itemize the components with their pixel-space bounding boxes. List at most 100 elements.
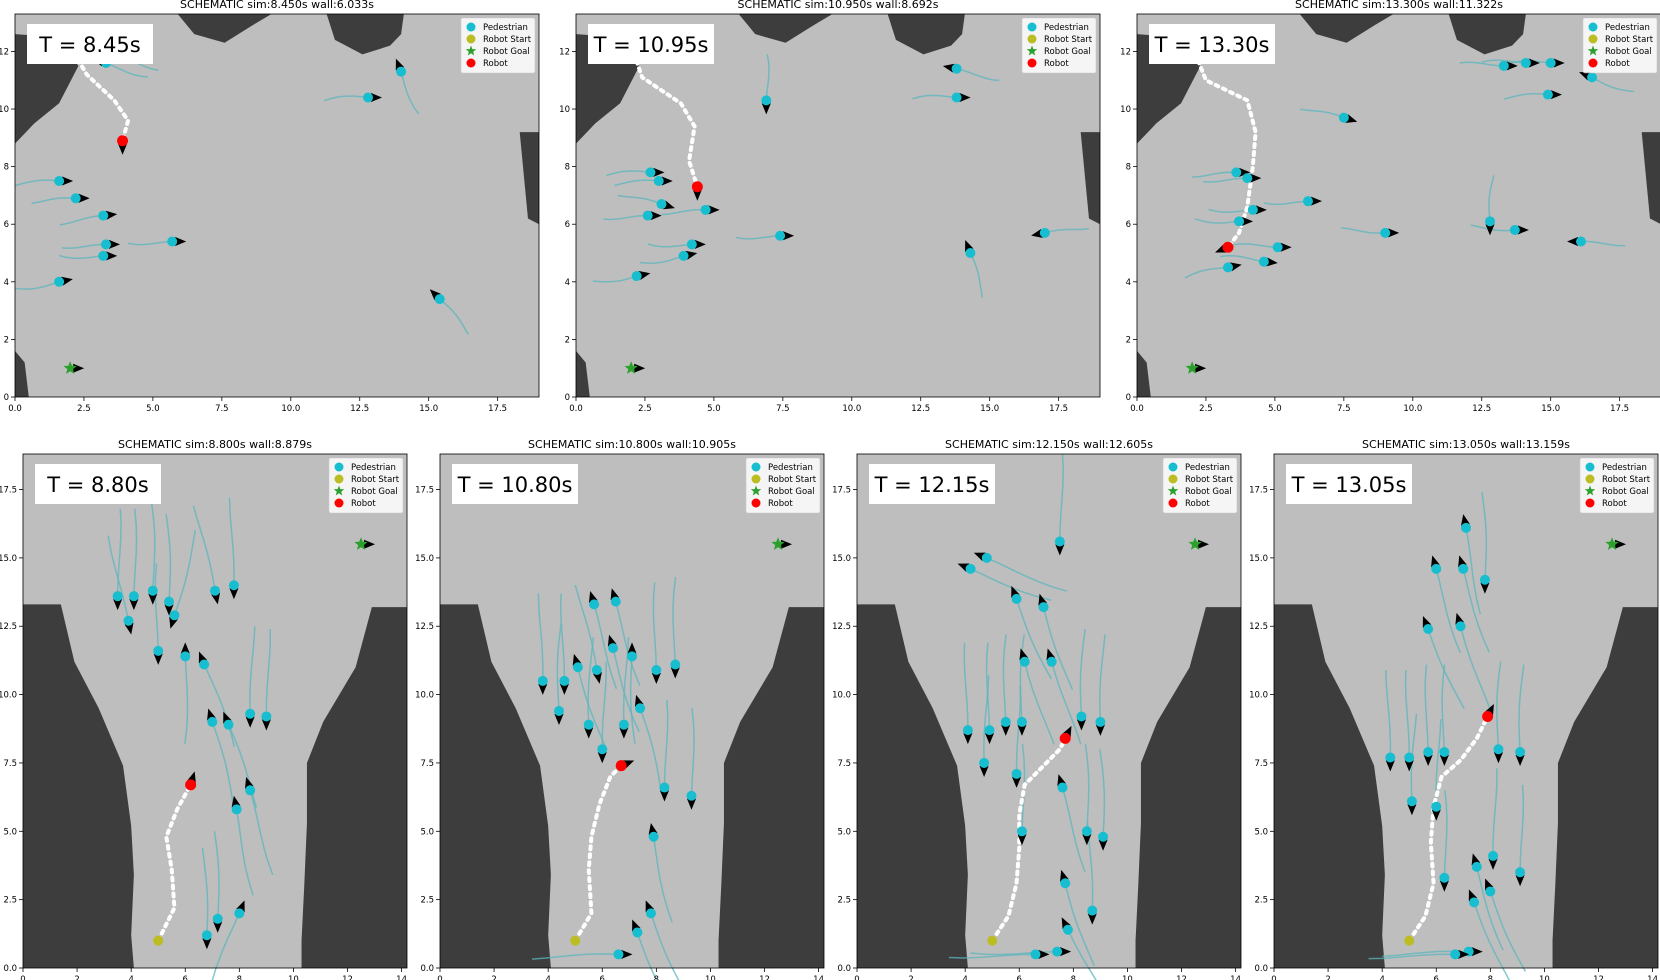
- obstacle-region: [1135, 607, 1241, 968]
- pedestrian-marker: [245, 708, 256, 719]
- y-tick-label: 6: [1126, 220, 1131, 230]
- pedestrian-marker: [1469, 897, 1480, 908]
- pedestrian-marker: [651, 664, 662, 675]
- legend-label: Pedestrian: [1185, 463, 1230, 473]
- legend-marker: [1027, 22, 1037, 32]
- legend-label: Robot: [483, 59, 508, 69]
- pedestrian-marker: [128, 591, 139, 602]
- pedestrian-trail: [1219, 254, 1265, 263]
- pedestrian-marker: [1052, 946, 1063, 957]
- robot-start-marker: [1404, 935, 1415, 946]
- robot-marker: [615, 760, 627, 772]
- pedestrian-heading-arrow: [231, 795, 241, 808]
- pedestrian-trail: [58, 254, 104, 260]
- pedestrian-marker: [645, 908, 656, 919]
- pedestrian-trail: [173, 530, 197, 616]
- pedestrian-trail: [1581, 240, 1626, 247]
- y-tick-label: 0.0: [3, 964, 17, 974]
- robot-goal-marker: [1185, 361, 1199, 374]
- legend-label: Robot: [1602, 499, 1627, 509]
- pedestrian-marker: [1498, 60, 1509, 71]
- legend-label: Robot Goal: [1602, 487, 1649, 497]
- y-tick-label: 7.5: [837, 759, 851, 769]
- pedestrian-heading-arrow: [1550, 90, 1562, 100]
- y-tick-label: 15.0: [0, 554, 17, 564]
- pedestrian-marker: [1011, 593, 1022, 604]
- pedestrian-trail: [603, 214, 648, 221]
- pedestrian-heading-arrow: [1060, 947, 1072, 957]
- pedestrian-trail: [228, 497, 235, 586]
- pedestrian-marker: [589, 599, 600, 610]
- pedestrian-marker: [1479, 574, 1490, 585]
- y-tick-label: 8: [4, 163, 9, 173]
- pedestrian-trail: [107, 535, 130, 621]
- pedestrian-trail: [1059, 453, 1064, 542]
- x-tick-label: 2: [1325, 975, 1330, 980]
- pedestrian-heading-arrow: [1087, 913, 1097, 925]
- x-tick-label: 8: [237, 975, 242, 980]
- pedestrian-marker: [1247, 204, 1258, 215]
- time-label: T = 12.15s: [874, 473, 990, 497]
- y-tick-label: 0.0: [837, 964, 851, 974]
- pedestrian-trail: [587, 637, 595, 725]
- pedestrian-trail: [969, 252, 984, 298]
- pedestrian-marker: [1439, 872, 1450, 883]
- chart-title: SCHEMATIC sim:8.800s wall:8.879s: [118, 438, 312, 451]
- x-tick-label: 17.5: [488, 404, 507, 414]
- pedestrian-heading-arrow: [129, 599, 139, 611]
- pedestrian-trail: [1424, 664, 1429, 753]
- legend-box: [328, 457, 404, 514]
- pedestrian-heading-arrow: [1471, 947, 1483, 957]
- pedestrian-trail: [639, 255, 684, 264]
- pedestrian-heading-arrow: [211, 592, 221, 605]
- pedestrian-heading-arrow: [685, 250, 698, 260]
- legend-label: Robot: [1605, 59, 1630, 69]
- pedestrian-trail: [1263, 200, 1309, 206]
- x-tick-label: 15.0: [980, 404, 999, 414]
- legend-marker: [1168, 474, 1178, 484]
- pedestrian-marker: [1019, 656, 1030, 667]
- pedestrian-marker: [632, 927, 643, 938]
- pedestrian-heading-arrow: [261, 719, 271, 731]
- pedestrian-trail: [201, 847, 209, 936]
- chart-title: SCHEMATIC sim:13.050s wall:13.159s: [1362, 438, 1570, 451]
- x-tick-label: 5.0: [1268, 404, 1282, 414]
- chart-title: SCHEMATIC sim:10.800s wall:10.905s: [528, 438, 736, 451]
- obstacle-region: [576, 350, 590, 397]
- legend-label: Robot Goal: [1044, 47, 1091, 57]
- pedestrian-trail: [622, 637, 630, 725]
- legend-marker: [751, 498, 761, 508]
- legend-label: Robot: [351, 499, 376, 509]
- pedestrian-marker: [1076, 711, 1087, 722]
- pedestrian-trail: [1061, 787, 1086, 873]
- robot-start-marker: [570, 935, 581, 946]
- pedestrian-heading-arrow: [783, 231, 795, 241]
- pedestrian-marker: [583, 719, 594, 730]
- pedestrian-marker: [951, 63, 962, 74]
- pedestrian-marker: [686, 239, 697, 250]
- pedestrian-heading-arrow: [963, 733, 973, 745]
- pedestrian-heading-arrow: [1388, 228, 1400, 238]
- legend-marker: [1585, 462, 1595, 472]
- pedestrian-heading-arrow: [371, 93, 383, 103]
- pedestrian-heading-arrow: [708, 205, 720, 215]
- x-tick-label: 14: [396, 975, 407, 980]
- x-tick-label: 14: [1647, 975, 1658, 980]
- pedestrian-heading-arrow: [1242, 216, 1254, 226]
- obstacle-region: [15, 350, 29, 397]
- robot-goal-marker: [771, 537, 785, 550]
- pedestrian-heading-arrow: [1517, 225, 1529, 235]
- pedestrian-trail: [211, 913, 241, 980]
- robot-goal-heading-arrow: [73, 363, 85, 373]
- pedestrian-marker: [700, 204, 711, 215]
- y-tick-label: 17.5: [832, 486, 851, 496]
- pedestrian-heading-arrow: [1404, 760, 1414, 772]
- x-tick-label: 14: [1230, 975, 1241, 980]
- pedestrian-trail: [105, 62, 149, 78]
- pedestrian-heading-arrow: [1515, 755, 1525, 767]
- pedestrian-marker: [686, 790, 697, 801]
- y-tick-label: 17.5: [415, 486, 434, 496]
- robot-path: [990, 736, 1068, 943]
- pedestrian-trail: [1488, 175, 1495, 222]
- pedestrian-heading-arrow: [61, 276, 73, 286]
